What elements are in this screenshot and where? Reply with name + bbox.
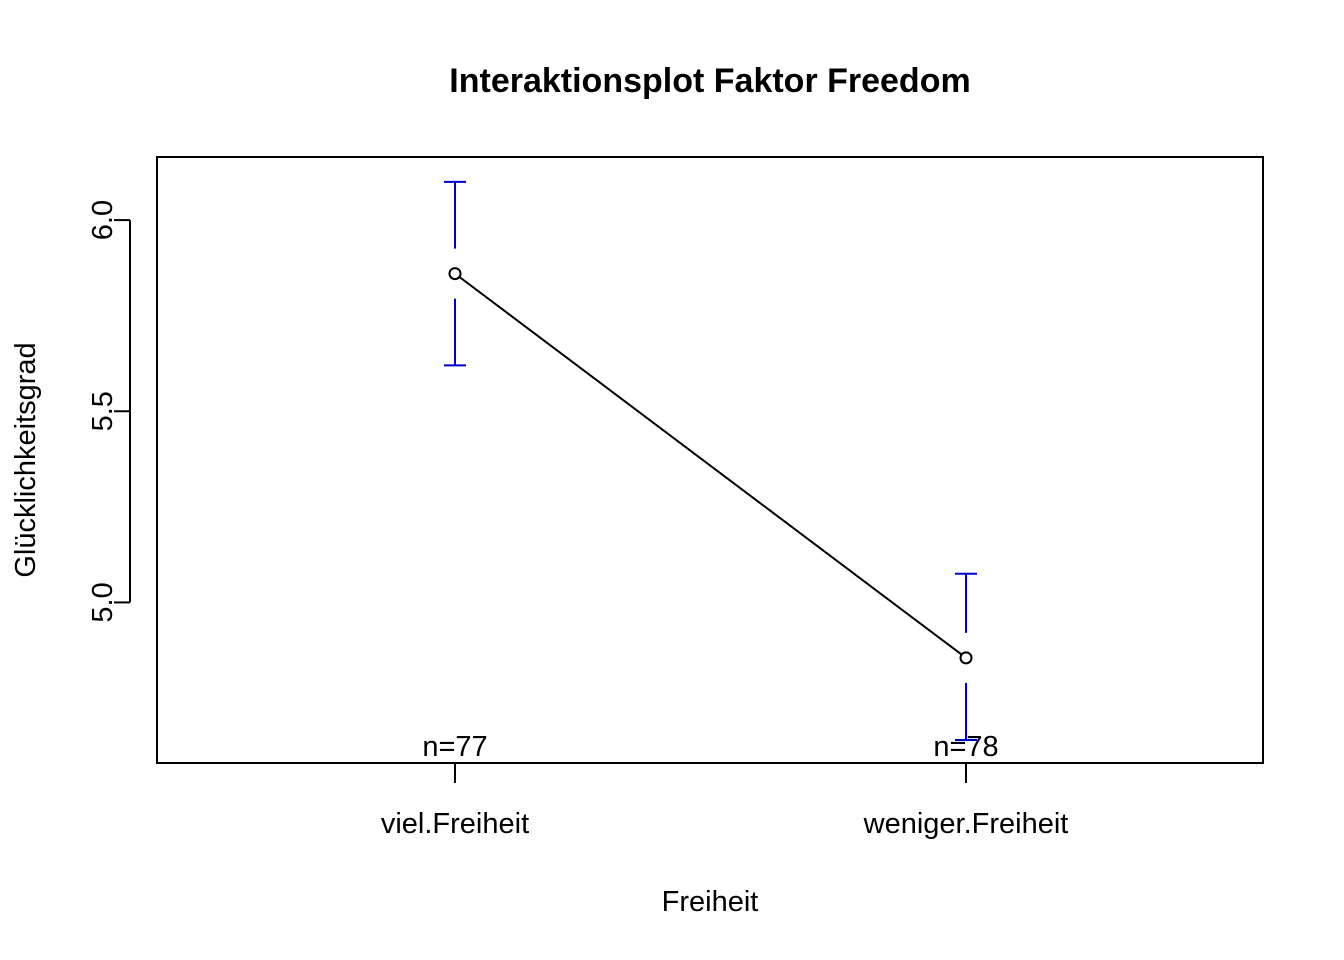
n-label-viel.Freiheit: n=77 [422, 731, 487, 763]
mean-line [454, 272, 967, 659]
chart-title: Interaktionsplot Faktor Freedom [449, 62, 970, 100]
n-label-weniger.Freiheit: n=78 [933, 731, 998, 763]
chart-marks: 5.0 5.5 6.0 viel.Freiheit weniger.Freiheit n=… [87, 180, 1069, 840]
y-tick-label-5.5: 5.5 [87, 391, 119, 431]
y-tick-label-5.0: 5.0 [87, 582, 119, 622]
plot-frame [156, 156, 1264, 764]
y-axis-label: Glücklichkeitsgrad [10, 342, 42, 577]
y-tick-label-6.0: 6.0 [87, 200, 119, 240]
x-axis-label: Freiheit [662, 886, 759, 918]
mean-point-weniger.Freiheit [959, 651, 973, 665]
x-tick-label-viel.Freiheit: viel.Freiheit [381, 808, 529, 840]
x-tick-label-weniger.Freiheit: weniger.Freiheit [863, 808, 1069, 840]
mean-point-viel.Freiheit [448, 267, 462, 281]
